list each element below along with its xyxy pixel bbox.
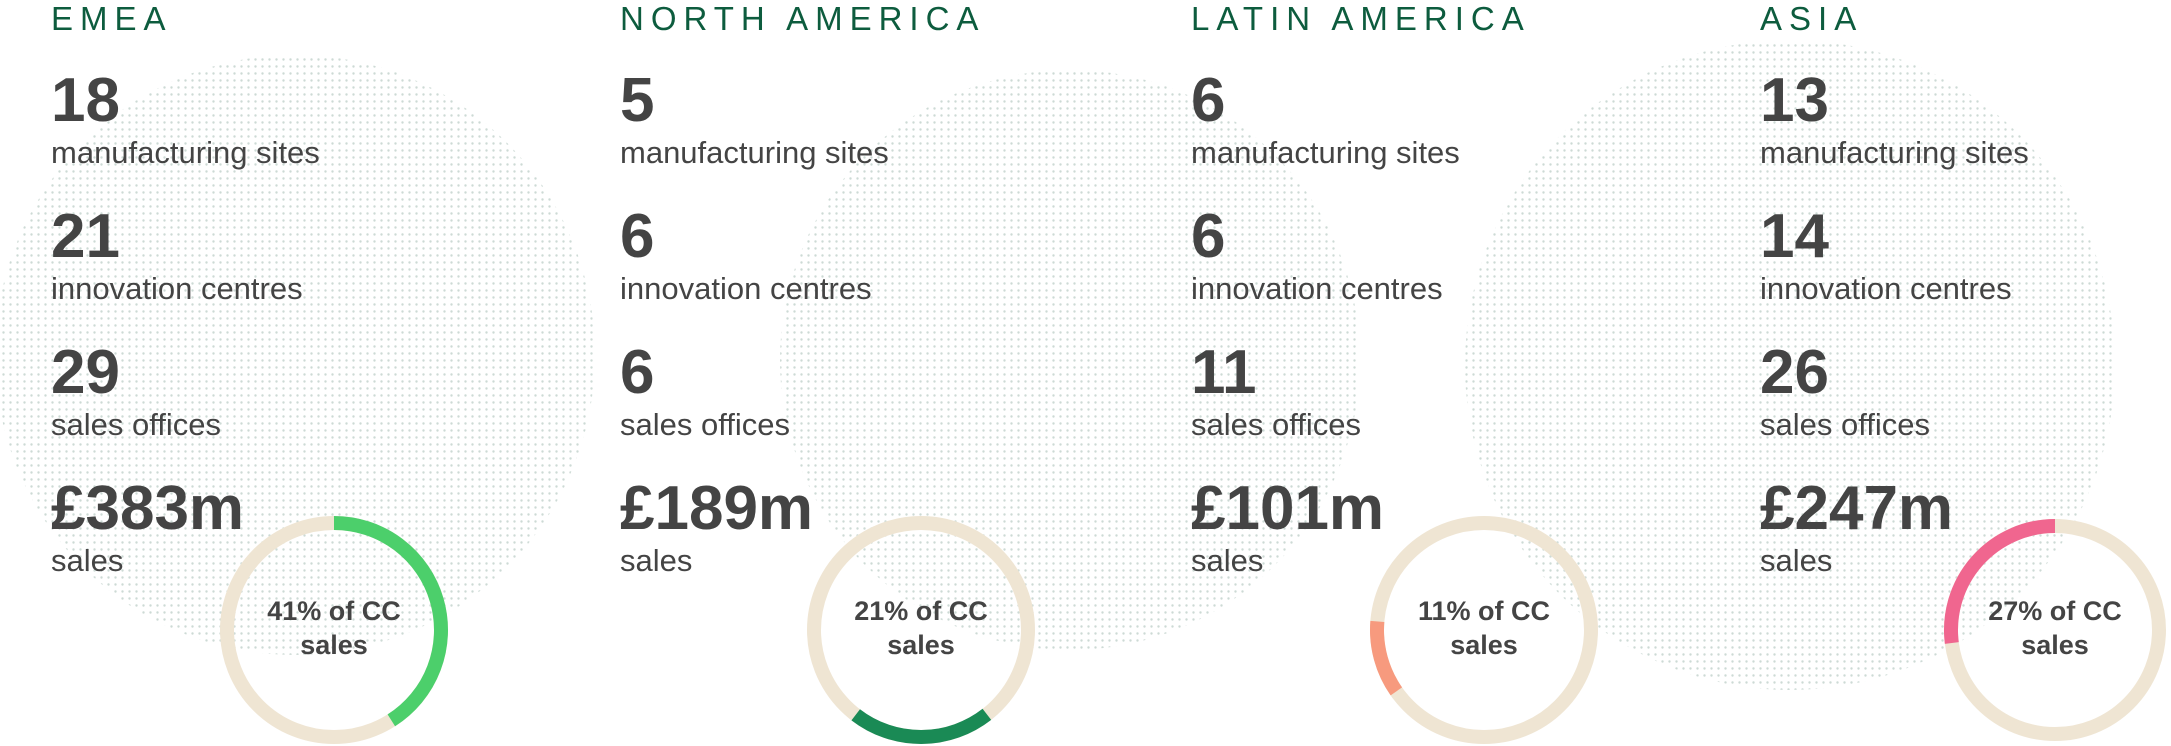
globes [0, 40, 2115, 690]
stat-label: sales [1191, 543, 1264, 578]
globe [0, 55, 595, 655]
donut-arc [1944, 519, 2056, 644]
share-label: 41% of CC sales [267, 596, 401, 660]
stat-label: sales [620, 543, 693, 578]
stat-value: 26 [1760, 338, 1829, 407]
donut-arc [333, 516, 448, 727]
share-label: 21% of CC sales [854, 596, 988, 660]
stat-value: 6 [1191, 66, 1226, 135]
stat-value: 18 [51, 66, 120, 135]
share-label: 11% of CC sales [1417, 596, 1551, 660]
stat-value: 13 [1760, 66, 1829, 135]
share-label: 27% of CC sales [1988, 596, 2122, 660]
globe [1465, 40, 2115, 690]
stat-label: sales [1760, 543, 1833, 578]
stat-label: manufacturing sites [1760, 135, 2029, 170]
region-title: NORTH AMERICA [620, 0, 986, 37]
stat-value: £101m [1191, 474, 1385, 543]
stat-value: 21 [51, 202, 120, 271]
stat-label: innovation centres [1760, 271, 2012, 306]
stat-value: 6 [620, 202, 655, 271]
stat-label: innovation centres [620, 271, 872, 306]
stat-value: 6 [620, 338, 655, 407]
stat-label: manufacturing sites [620, 135, 889, 170]
stat-label: innovation centres [1191, 271, 1443, 306]
stat-value: £189m [620, 474, 814, 543]
donut-arc [1370, 620, 1403, 696]
stat-value: £247m [1760, 474, 1954, 543]
stat-value: £383m [51, 474, 245, 543]
stat-label: sales [51, 543, 124, 578]
stat-label: sales offices [51, 407, 222, 442]
region-title: EMEA [51, 0, 173, 37]
region-title: LATIN AMERICA [1191, 0, 1531, 37]
stat-label: manufacturing sites [51, 135, 320, 170]
donut-arc [851, 708, 992, 744]
stat-value: 5 [620, 66, 655, 135]
stat-label: sales offices [1191, 407, 1362, 442]
stat-value: 11 [1191, 338, 1257, 407]
stat-value: 6 [1191, 202, 1226, 271]
stat-value: 14 [1760, 202, 1829, 271]
stat-label: innovation centres [51, 271, 303, 306]
region-title: ASIA [1760, 0, 1864, 37]
stat-label: sales offices [1760, 407, 1931, 442]
globe [780, 70, 1360, 650]
stat-value: 29 [51, 338, 120, 407]
stat-label: sales offices [620, 407, 791, 442]
stat-label: manufacturing sites [1191, 135, 1460, 170]
